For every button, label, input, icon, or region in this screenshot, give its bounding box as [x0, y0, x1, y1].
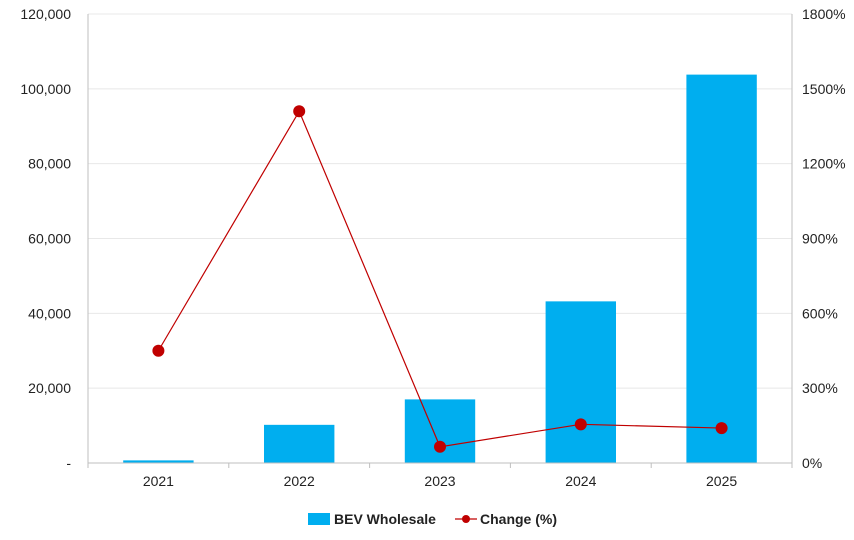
x-tick-label: 2025: [706, 473, 737, 489]
change-point-2022: [293, 105, 306, 118]
legend: BEV Wholesale Change (%): [308, 511, 557, 527]
right-tick-label: 600%: [802, 305, 838, 321]
right-tick-label: 1800%: [802, 6, 846, 22]
right-axis-tick-labels: 0% 300% 600% 900% 1200% 1500% 1800%: [802, 6, 846, 471]
bar-series: [123, 74, 757, 464]
left-tick-label: 20,000: [28, 380, 71, 396]
x-tick-label: 2021: [143, 473, 174, 489]
left-tick-label: 60,000: [28, 231, 71, 247]
left-axis-tick-labels: - 20,000 40,000 60,000 80,000 100,000 120,000: [20, 6, 71, 471]
right-tick-label: 0%: [802, 455, 822, 471]
bar-2025: [686, 74, 757, 464]
legend-line-label: Change (%): [480, 511, 557, 527]
left-tick-label: 80,000: [28, 156, 71, 172]
left-tick-label: -: [66, 455, 71, 471]
bar-2022: [264, 424, 335, 463]
change-point-2021: [152, 344, 165, 357]
legend-bar-label: BEV Wholesale: [334, 511, 436, 527]
axes: [87, 14, 793, 468]
bar-2023: [404, 399, 476, 463]
right-tick-label: 300%: [802, 380, 838, 396]
gridlines: [88, 13, 792, 389]
x-tick-label: 2023: [424, 473, 455, 489]
right-tick-label: 900%: [802, 231, 838, 247]
legend-bar-swatch: [308, 513, 330, 525]
change-point-2024: [574, 418, 587, 431]
x-tick-label: 2024: [565, 473, 596, 489]
bar-2024: [545, 301, 616, 463]
right-tick-label: 1200%: [802, 156, 846, 172]
x-axis-tick-labels: 2021 2022 2023 2024 2025: [143, 473, 738, 489]
change-line: [157, 109, 722, 448]
right-tick-label: 1500%: [802, 81, 846, 97]
left-tick-label: 100,000: [20, 81, 71, 97]
legend-line-marker: [462, 515, 470, 523]
line-series: [152, 105, 728, 453]
left-tick-label: 40,000: [28, 305, 71, 321]
x-tick-label: 2022: [284, 473, 315, 489]
change-point-2025: [715, 422, 728, 435]
bar-2021: [123, 460, 194, 463]
left-tick-label: 120,000: [20, 6, 71, 22]
change-point-2023: [434, 440, 446, 453]
